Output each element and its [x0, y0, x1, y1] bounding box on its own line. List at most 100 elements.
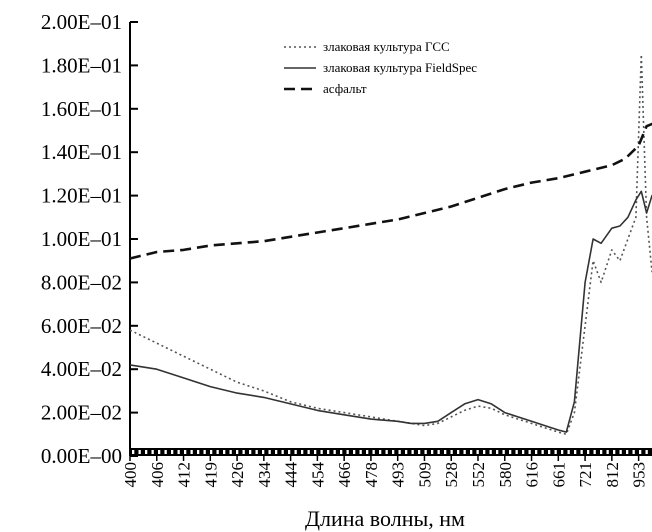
- x-minor-tick: [580, 450, 583, 454]
- x-minor-tick: [288, 450, 291, 454]
- x-minor-tick: [216, 450, 219, 454]
- legend: злаковая культура ГСС злаковая культура F…: [284, 39, 477, 96]
- x-minor-tick: [249, 450, 252, 454]
- y-tick-label: 1.00E–01: [41, 227, 122, 251]
- x-axis: 400 406 412 419 426 434 444 454 466 478 493 509 528 5…: [121, 448, 652, 488]
- x-minor-tick: [645, 450, 648, 454]
- x-minor-tick: [411, 450, 414, 454]
- x-tick-label: 419: [201, 462, 220, 488]
- x-minor-tick: [463, 450, 466, 454]
- x-tick-label: 661: [549, 462, 568, 488]
- x-minor-tick: [418, 450, 421, 454]
- x-tick-label: 434: [255, 462, 274, 488]
- x-tick-label: 616: [523, 462, 542, 488]
- x-minor-tick: [132, 450, 135, 454]
- x-minor-tick: [587, 450, 590, 454]
- x-tick-label: 412: [175, 462, 194, 488]
- x-minor-tick: [548, 450, 551, 454]
- y-tick-label: 0.00E–00: [41, 444, 122, 468]
- x-tick-label: 509: [415, 462, 434, 488]
- x-minor-tick: [151, 450, 154, 454]
- x-minor-tick: [593, 450, 596, 454]
- y-tick-label: 4.00E–02: [41, 357, 122, 381]
- y-tick-label: 1.20E–01: [41, 184, 122, 208]
- x-minor-tick: [145, 450, 148, 454]
- x-tick-label: 400: [121, 462, 140, 488]
- y-tick-label: 1.60E–01: [41, 97, 122, 121]
- x-minor-tick: [359, 450, 362, 454]
- x-minor-tick: [210, 450, 213, 454]
- x-minor-tick: [515, 450, 518, 454]
- y-tick-label: 1.40E–01: [41, 140, 122, 164]
- x-minor-tick: [431, 450, 434, 454]
- x-minor-tick: [606, 450, 609, 454]
- x-minor-tick: [171, 450, 174, 454]
- x-minor-tick: [229, 450, 232, 454]
- x-tick-label: 580: [496, 462, 515, 488]
- series-line-3: [129, 122, 652, 260]
- x-minor-tick: [385, 450, 388, 454]
- x-tick-label: 426: [228, 462, 247, 488]
- x-minor-tick: [281, 450, 284, 454]
- y-tick-label: 2.00E–02: [41, 401, 122, 425]
- legend-label: злаковая культура ГСС: [323, 39, 450, 54]
- x-minor-tick: [353, 450, 356, 454]
- x-minor-tick: [184, 450, 187, 454]
- x-minor-tick: [314, 450, 317, 454]
- x-minor-tick: [541, 450, 544, 454]
- x-minor-tick: [567, 450, 570, 454]
- x-minor-tick: [470, 450, 473, 454]
- x-minor-tick: [164, 450, 167, 454]
- x-minor-tick: [392, 450, 395, 454]
- x-minor-tick: [437, 450, 440, 454]
- x-minor-tick: [600, 450, 603, 454]
- x-minor-tick: [197, 450, 200, 454]
- x-minor-tick: [177, 450, 180, 454]
- x-minor-tick: [307, 450, 310, 454]
- x-minor-tick: [522, 450, 525, 454]
- x-minor-tick: [502, 450, 505, 454]
- x-minor-tick: [223, 450, 226, 454]
- x-minor-tick: [275, 450, 278, 454]
- x-minor-tick: [242, 450, 245, 454]
- x-minor-tick: [561, 450, 564, 454]
- x-minor-tick: [444, 450, 447, 454]
- x-minor-tick: [639, 450, 642, 454]
- x-minor-tick: [528, 450, 531, 454]
- x-tick-label: 444: [282, 462, 301, 488]
- x-minor-tick: [574, 450, 577, 454]
- x-minor-tick: [203, 450, 206, 454]
- x-tick-label: 478: [362, 462, 381, 488]
- y-tick-label: 2.00E–01: [41, 10, 122, 34]
- x-minor-tick: [489, 450, 492, 454]
- x-minor-tick: [268, 450, 271, 454]
- x-minor-tick: [346, 450, 349, 454]
- x-minor-tick: [535, 450, 538, 454]
- x-minor-tick: [294, 450, 297, 454]
- x-minor-tick: [158, 450, 161, 454]
- x-minor-tick: [255, 450, 258, 454]
- x-minor-tick: [236, 450, 239, 454]
- x-axis-label: Длина волны, нм: [305, 506, 465, 531]
- x-minor-tick: [619, 450, 622, 454]
- x-minor-tick: [496, 450, 499, 454]
- x-minor-tick: [262, 450, 265, 454]
- x-minor-tick: [333, 450, 336, 454]
- x-minor-tick: [476, 450, 479, 454]
- x-tick-label: 406: [148, 462, 167, 488]
- x-minor-tick: [483, 450, 486, 454]
- legend-label: асфальт: [323, 81, 367, 96]
- series-line-2: [129, 190, 652, 433]
- x-minor-tick: [138, 450, 141, 454]
- y-tick-label: 8.00E–02: [41, 270, 122, 294]
- x-tick-label: 454: [308, 462, 327, 488]
- y-tick-label: 6.00E–02: [41, 314, 122, 338]
- x-minor-tick: [379, 450, 382, 454]
- x-minor-tick: [626, 450, 629, 454]
- x-minor-tick: [554, 450, 557, 454]
- x-minor-tick: [424, 450, 427, 454]
- legend-label: злаковая культура FieldSpec: [323, 60, 477, 75]
- x-tick-label: 953: [630, 462, 649, 488]
- plot-area: [129, 53, 652, 436]
